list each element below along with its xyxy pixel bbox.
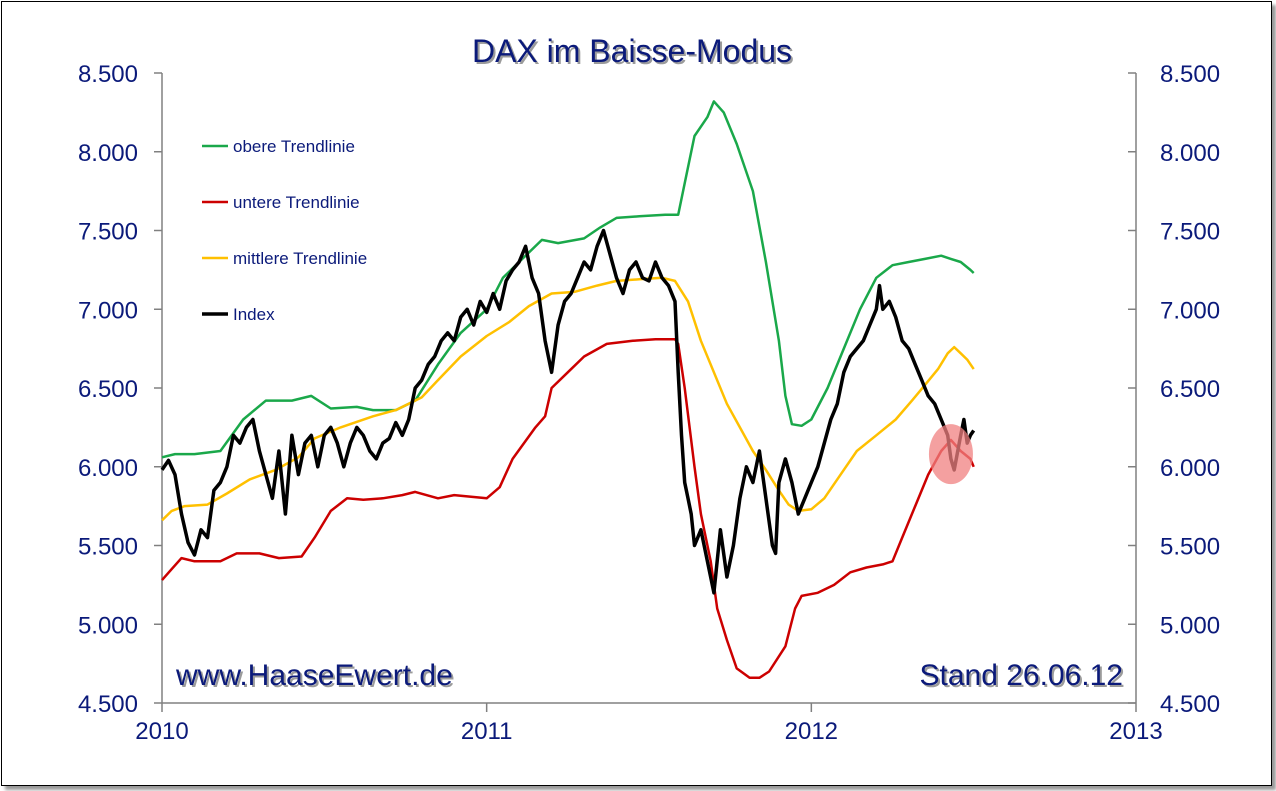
y-tick-label-left: 4.500 [78,691,138,718]
y-tick-label-left: 7.500 [78,219,138,246]
series-line-obere-trendlinie [161,100,975,459]
legend-label: obere Trendlinie [233,137,355,156]
tick-labels: 8.500 8.500 8.000 8.000 7.500 7.500 7.000 7.000… [78,61,1220,745]
y-tick-label-left: 6.000 [78,455,138,482]
stand-date-shadow: Stand 26.06.12 [921,661,1125,694]
y-tick-label-right: 6.000 [1160,455,1220,482]
y-tick-label-right: 4.500 [1160,691,1220,718]
x-tick-label: 2012 [785,718,838,745]
series-line-untere-trendlinie [161,337,975,680]
y-tick-label-left: 6.500 [78,376,138,403]
axes [154,72,1137,712]
y-tick-label-right: 8.000 [1160,140,1220,167]
y-tick-label-right: 6.500 [1160,376,1220,403]
chart-title: DAX im Baisse-Modus [472,33,792,69]
y-tick-label-right: 7.000 [1160,297,1220,324]
x-tick-label: 2010 [135,718,188,745]
y-tick-label-right: 5.000 [1160,612,1220,639]
legend-label: untere Trendlinie [233,193,360,212]
legend-label: Index [233,305,275,324]
y-tick-label-right: 8.500 [1160,61,1220,88]
legend: obere Trendlinie untere Trendlinie mittler… [202,137,367,324]
x-tick-label: 2011 [461,718,513,745]
y-tick-label-left: 8.500 [78,61,138,88]
watermark-text: www.HaaseEwert.de [175,659,453,692]
x-tick-label: 2013 [1109,718,1162,745]
y-tick-label-right: 5.500 [1160,534,1220,561]
y-tick-label-left: 5.000 [78,612,138,639]
series-line-mittlere-trendlinie [161,276,975,522]
y-tick-label-left: 8.000 [78,140,138,167]
y-tick-label-left: 5.500 [78,534,138,561]
stand-date: Stand 26.06.12 [919,659,1123,692]
legend-label: mittlere Trendlinie [233,249,367,268]
series-line-index [160,228,976,595]
y-tick-label-left: 7.000 [78,297,138,324]
series-layer [160,100,976,680]
highlight-circle [928,424,973,485]
y-tick-label-right: 7.500 [1160,219,1220,246]
watermark-shadow: www.HaaseEwert.de [177,661,455,694]
chart-title-shadow: DAX im Baisse-Modus [474,35,794,71]
